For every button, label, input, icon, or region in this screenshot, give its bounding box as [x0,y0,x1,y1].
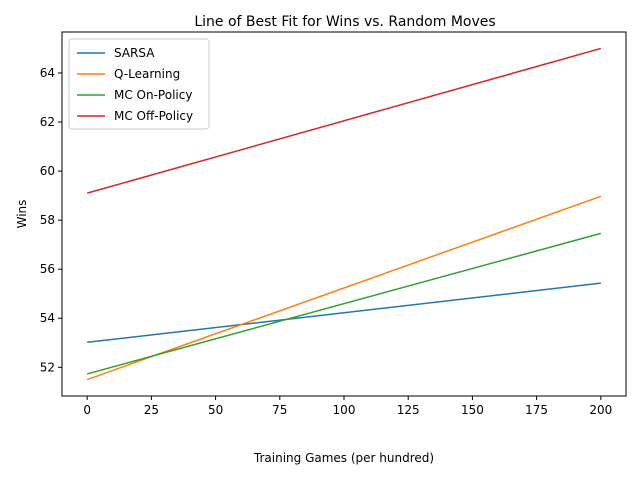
x-tick-label: 50 [208,403,223,417]
x-tick-label: 100 [333,403,356,417]
y-axis-label: Wins [15,200,29,229]
series-line-sarsa [87,282,601,344]
x-tick-label: 25 [144,403,159,417]
legend-box [68,38,210,130]
x-tick-label: 175 [525,403,548,417]
series-line-mc-on-policy [86,232,602,375]
x-axis-label: Training Games (per hundred) [253,451,434,465]
y-tick-label: 64 [40,66,55,80]
x-tick-label: 125 [397,403,420,417]
chart-title: Line of Best Fit for Wins vs. Random Mov… [194,14,495,30]
x-tick-label: 0 [83,403,91,417]
y-tick-label: 56 [40,262,55,276]
y-tick-label: 54 [40,311,55,325]
x-tick-label: 75 [272,403,287,417]
y-tick-label: 62 [40,115,55,129]
legend-label: MC On-Policy [114,88,192,102]
y-axis-ticks: 52 54 56 58 60 62 64 [40,66,62,374]
legend-label: MC Off-Policy [114,109,193,123]
x-tick-label: 150 [461,403,484,417]
series-line-mc-off-policy [86,47,602,194]
x-tick-label: 200 [589,403,612,417]
legend-label: SARSA [114,46,155,60]
y-tick-label: 58 [40,213,55,227]
legend: SARSA Q-Learning MC On-Policy MC Off-Policy [68,38,210,130]
legend-label: Q-Learning [114,67,180,81]
y-tick-label: 60 [40,164,55,178]
series-line-q-learning [86,195,602,381]
x-axis-ticks: 0 25 50 75 100 125 150 175 200 [83,396,612,417]
plot-lines [86,47,602,381]
y-tick-label: 52 [40,360,55,374]
